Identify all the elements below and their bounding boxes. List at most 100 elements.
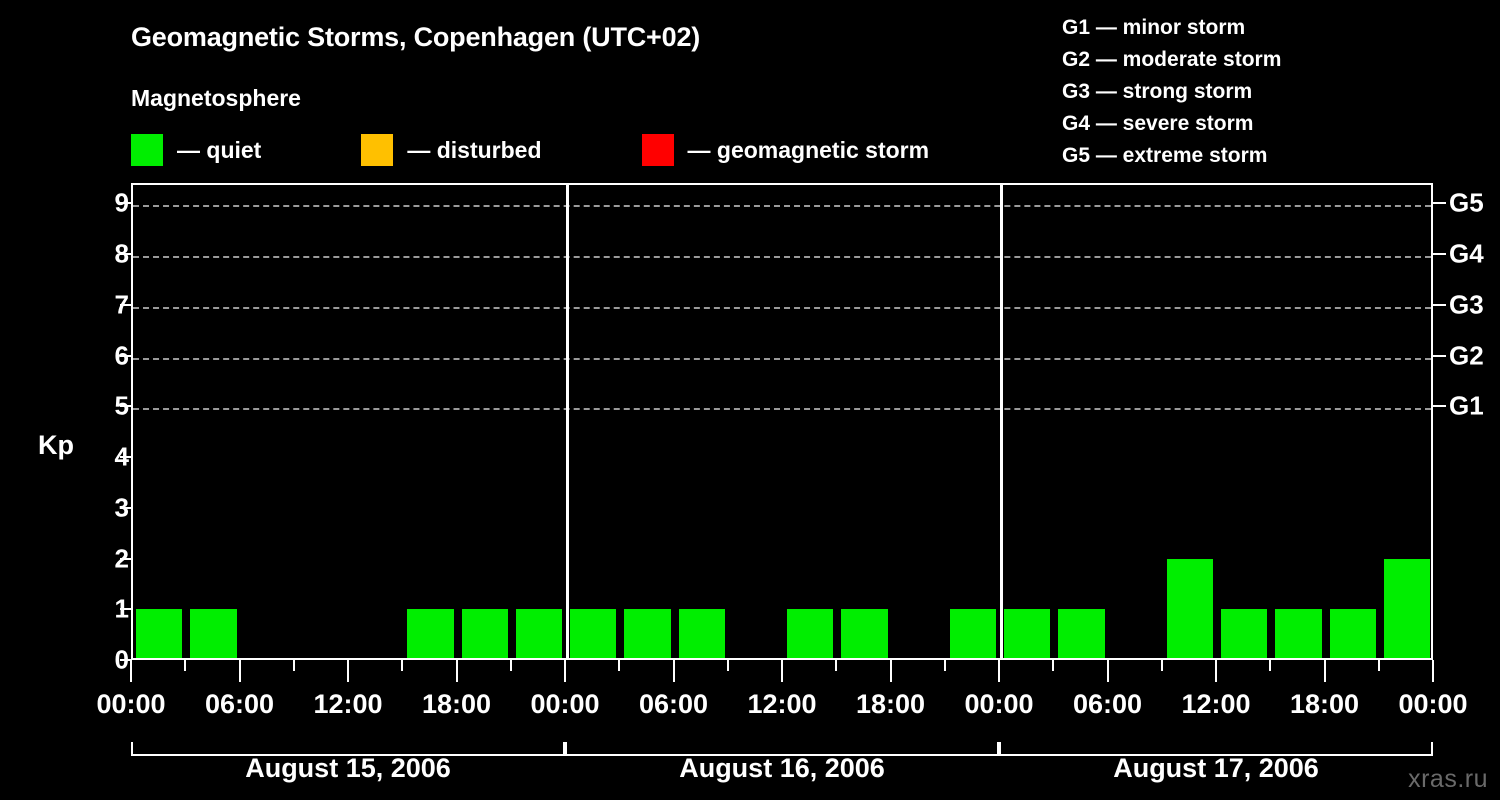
legend-label-disturbed: — disturbed [407,136,542,163]
y-tick-label-8: 8 [114,238,129,269]
g-tick-mark-g3 [1433,303,1446,306]
x-tick-label-10: 12:00 [1181,689,1251,719]
bar [1058,609,1105,660]
x-tick-mark-10 [672,660,675,682]
y-tick-mark-8 [120,253,132,256]
x-tick-label-3: 18:00 [421,689,492,719]
x-tick-mark-7 [509,660,512,671]
g-tick-mark-g4 [1433,253,1446,256]
y-tick-label-0: 0 [114,644,129,675]
x-tick-label-2: 12:00 [313,689,383,719]
x-tick-label-8: 00:00 [964,689,1034,719]
y-axis-title: Kp [38,430,74,460]
legend-label-quiet: — quiet [177,136,262,163]
legend-swatch-geomagnetic-storm [641,134,674,166]
plot-inner [133,185,1431,660]
x-tick-mark-18 [1106,660,1109,682]
x-tick-mark-16 [998,660,1000,682]
x-tick-label-0: 00:00 [96,689,166,719]
bar [1221,609,1268,660]
gridline-kp-9 [133,205,1431,208]
bar [624,609,671,660]
x-axis-line [131,658,1433,660]
g-scale-line-g2: G2 — moderate storm [1062,48,1282,71]
y-tick-label-1: 1 [114,593,129,624]
g-scale-line-g4: G4 — severe storm [1062,112,1254,135]
x-tick-mark-13 [835,660,838,671]
g-scale-line-g3: G3 — strong storm [1062,80,1253,103]
y-tick-mark-5 [120,405,132,408]
legend-label-geomagnetic-storm: — geomagnetic storm [687,136,930,163]
gridline-kp-6 [133,357,1431,360]
bar [1329,609,1376,660]
day-label-2: August 16, 2006 [679,753,885,783]
legend-swatch-disturbed [361,134,394,166]
y-tick-label-7: 7 [114,289,129,320]
g-scale-line-g5: G5 — extreme storm [1062,144,1268,167]
day-bracket-3 [999,742,1433,756]
page-title: Geomagnetic Storms, Copenhagen (UTC+02) [131,22,701,52]
y-tick-label-6: 6 [114,340,129,371]
y-tick-mark-6 [120,354,132,357]
x-tick-label-7: 18:00 [855,689,926,719]
x-tick-label-12: 00:00 [1398,689,1468,719]
x-tick-label-11: 18:00 [1289,689,1360,719]
x-tick-mark-3 [292,660,295,671]
bar [461,609,508,660]
day-bracket-2 [565,742,999,756]
g-tick-mark-g1 [1433,405,1446,408]
y-tick-mark-1 [120,608,132,611]
bar [949,609,996,660]
g-tick-mark-g2 [1433,354,1446,357]
bar [136,609,183,660]
g-scale-line-g1: G1 — minor storm [1062,16,1246,39]
bar [841,609,888,660]
gridline-kp-8 [133,256,1431,259]
day-label-1: August 15, 2006 [245,753,451,783]
x-tick-mark-11 [726,660,729,671]
day-separator-2 [999,185,1003,660]
legend-item-geomagnetic-storm: — geomagnetic storm [641,134,930,166]
x-tick-mark-0 [130,660,132,682]
legend-item-disturbed: — disturbed [361,134,542,166]
y-tick-mark-2 [120,557,132,560]
bar [1166,558,1213,660]
bar [570,609,617,660]
g-tick-label-g5: G5 [1449,187,1484,218]
gridline-kp-5 [133,408,1431,411]
x-tick-mark-15 [943,660,946,671]
gridline-kp-7 [133,306,1431,309]
x-tick-mark-2 [238,660,241,682]
x-tick-label-1: 06:00 [204,689,275,719]
y-tick-label-9: 9 [114,187,129,218]
x-tick-mark-12 [781,660,783,682]
x-tick-mark-4 [347,660,349,682]
bar [1275,609,1322,660]
watermark: xras.ru [1408,765,1488,793]
x-tick-mark-22 [1323,660,1326,682]
bar [678,609,725,660]
plot-area [131,183,1433,660]
x-tick-mark-19 [1160,660,1163,671]
x-tick-mark-14 [889,660,892,682]
g-tick-label-g2: G2 [1449,340,1484,371]
g-tick-label-g1: G1 [1449,390,1484,421]
y-tick-label-2: 2 [114,543,129,573]
y-tick-mark-7 [120,303,132,306]
y-tick-mark-3 [120,506,132,509]
day-bracket-1 [131,742,565,756]
x-tick-mark-17 [1052,660,1055,671]
x-tick-label-9: 06:00 [1072,689,1143,719]
x-tick-mark-1 [184,660,187,671]
x-tick-mark-6 [455,660,458,682]
x-tick-label-4: 00:00 [530,689,600,719]
bar [407,609,454,660]
g-tick-mark-g5 [1433,202,1446,205]
x-tick-mark-5 [401,660,404,671]
bar [1383,558,1430,660]
y-tick-mark-0 [120,659,132,661]
y-tick-label-3: 3 [114,492,129,523]
y-tick-mark-9 [120,202,132,205]
chart-subtitle: Magnetosphere [131,85,301,111]
x-tick-label-5: 06:00 [638,689,709,719]
